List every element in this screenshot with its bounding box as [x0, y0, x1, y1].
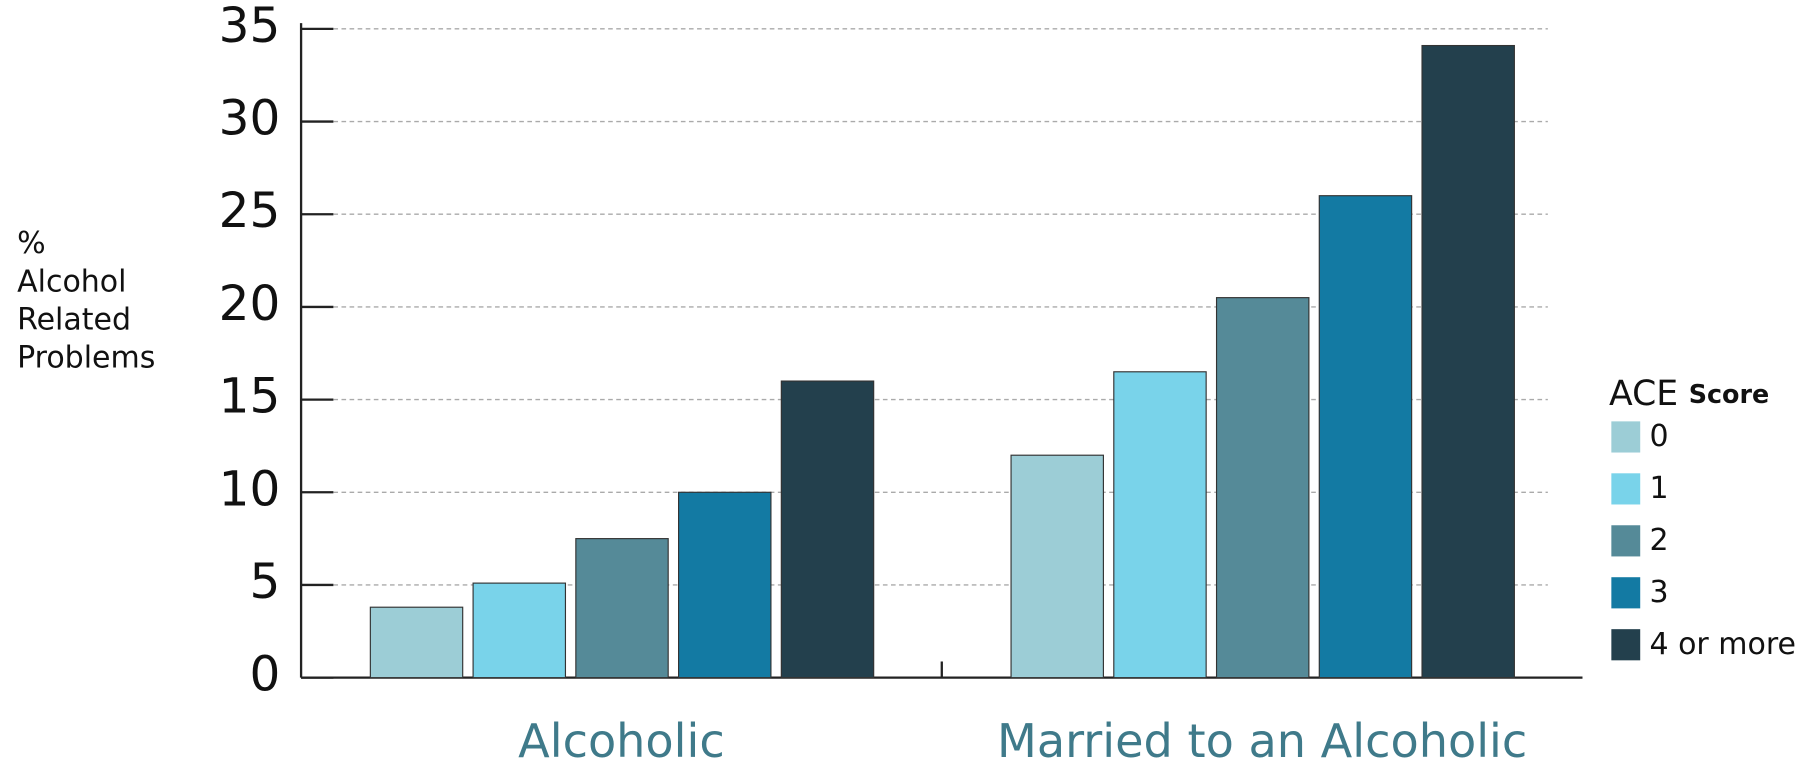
legend-swatch: [1611, 629, 1641, 661]
y-tick-label: 0: [249, 647, 280, 703]
y-axis-label: Related: [17, 302, 131, 337]
bar: [678, 491, 772, 679]
y-tick-label: 25: [219, 183, 281, 239]
y-tick-label: 10: [219, 461, 281, 517]
legend-label: 0: [1649, 419, 1668, 454]
bar: [369, 606, 464, 679]
y-tick-label: 5: [249, 554, 280, 610]
bar: [1010, 454, 1104, 679]
y-tick-label: 30: [219, 91, 281, 147]
bar: [1215, 297, 1310, 679]
bar: [575, 538, 669, 679]
legend-label: 3: [1649, 575, 1668, 610]
legend-swatch: [1611, 473, 1641, 505]
x-tick-label: Married to an Alcoholic: [997, 714, 1527, 768]
legend-swatch: [1611, 577, 1641, 609]
y-tick-label: 35: [219, 0, 281, 54]
y-tick-label: 15: [219, 369, 281, 425]
legend-title: ACE: [1609, 374, 1678, 414]
bar: [1318, 195, 1413, 679]
bar: [1113, 371, 1207, 679]
legend-label: 2: [1649, 523, 1668, 558]
y-axis-label: Problems: [17, 341, 155, 376]
legend-swatch: [1611, 421, 1641, 453]
y-tick-label: 20: [219, 276, 281, 332]
bar: [780, 380, 875, 679]
legend-swatch: [1611, 525, 1641, 557]
legend-subtitle: Score: [1689, 379, 1769, 409]
x-tick-label: Alcoholic: [518, 714, 725, 768]
bar: [472, 582, 567, 679]
legend-label: 4 or more: [1649, 627, 1796, 662]
legend-label: 1: [1649, 471, 1668, 506]
bar: [1421, 44, 1515, 679]
y-axis-label: Alcohol: [17, 264, 126, 299]
y-axis-label: %: [17, 226, 46, 261]
